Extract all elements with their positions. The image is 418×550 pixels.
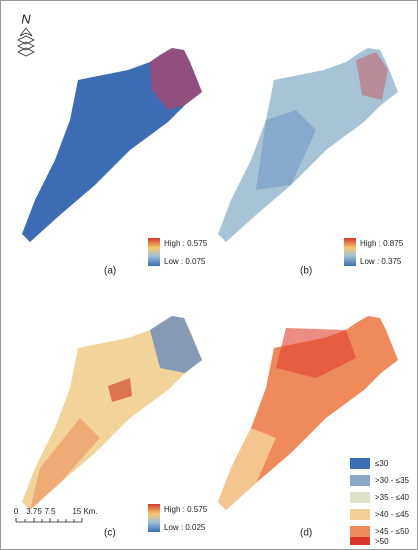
- class-swatch: [350, 492, 370, 503]
- map-hotspot: [276, 328, 356, 378]
- north-symbol: [17, 27, 35, 57]
- map-d: [218, 316, 398, 510]
- class-label: >35 - ≤40: [375, 493, 410, 502]
- class-swatch: [350, 458, 370, 469]
- map-hotspot: [356, 52, 388, 100]
- legend-low: Low : 0.375: [360, 257, 402, 266]
- class-swatch: [350, 537, 370, 545]
- class-swatch: [350, 526, 370, 537]
- legend-ramp: [148, 238, 160, 266]
- panel-label: (c): [104, 528, 116, 539]
- class-swatch: [350, 475, 370, 486]
- scale-tick: 15 Km.: [72, 507, 97, 516]
- map-zone: [256, 110, 316, 190]
- scale-line: [15, 518, 83, 523]
- class-label: >30 - ≤35: [375, 476, 410, 485]
- legend-low: Low : 0.075: [164, 257, 206, 266]
- map-zone: [30, 418, 100, 510]
- scale-bar: 0 3.75 7.5 15 Km.: [14, 507, 98, 523]
- class-label: >40 - ≤45: [375, 510, 410, 519]
- map-b: [218, 48, 398, 242]
- panel-label: (a): [104, 266, 116, 277]
- class-label: >45 - ≤50: [375, 527, 410, 536]
- scale-tick: 0: [14, 507, 19, 516]
- north-arrow: N: [17, 11, 35, 57]
- map-a: High : 0.575 Low : 0.075 (a): [22, 48, 208, 277]
- legend-high: High : 0.575: [164, 239, 208, 248]
- map-zone: [150, 316, 202, 373]
- map-zone: [218, 428, 276, 510]
- class-label: >50: [375, 537, 389, 546]
- map-hotspot: [150, 48, 202, 110]
- legend-high: High : 0.575: [164, 505, 208, 514]
- panel-label: (b): [300, 266, 312, 277]
- legend-high: High : 0.875: [360, 239, 404, 248]
- legend-ramp: [148, 504, 160, 532]
- north-label: N: [21, 11, 31, 26]
- legend-low: Low : 0.025: [164, 523, 206, 532]
- panel-label: (d): [300, 528, 312, 539]
- class-swatch: [350, 509, 370, 520]
- class-label: ≤30: [375, 459, 389, 468]
- map-hotspot: [108, 378, 132, 402]
- scale-tick: 7.5: [44, 507, 56, 516]
- legend-ramp: [344, 238, 356, 266]
- scale-tick: 3.75: [26, 507, 42, 516]
- map-c: [22, 316, 202, 510]
- class-legend: ≤30 >30 - ≤35 >35 - ≤40 >40 - ≤45 >45 - …: [350, 458, 410, 546]
